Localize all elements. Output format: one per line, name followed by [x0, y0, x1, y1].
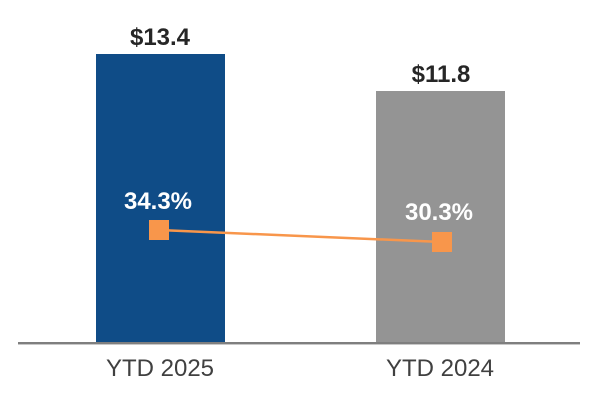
value-label-ytd-2025: $13.4 [129, 24, 191, 51]
x-axis-line [18, 342, 580, 345]
category-label-ytd-2024: YTD 2024 [385, 355, 495, 382]
percent-label-ytd-2024: 30.3% [404, 199, 474, 226]
value-label-ytd-2024: $11.8 [411, 61, 471, 88]
percent-label-ytd-2025: 34.3% [123, 188, 193, 215]
bar-ytd-2025 [96, 54, 225, 343]
bar-ytd-2024 [376, 91, 505, 343]
category-label-ytd-2025: YTD 2025 [105, 355, 215, 382]
